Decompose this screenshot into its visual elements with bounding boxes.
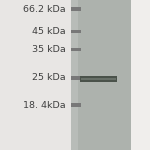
- Bar: [130, 0, 150, 150]
- Text: 25 kDa: 25 kDa: [32, 74, 66, 82]
- Text: 18. 4kDa: 18. 4kDa: [23, 100, 66, 109]
- Bar: [70, 30, 81, 33]
- Bar: [70, 7, 81, 11]
- Text: 35 kDa: 35 kDa: [32, 45, 66, 54]
- Bar: [70, 0, 130, 150]
- Bar: [81, 78, 116, 80]
- Text: 66.2 kDa: 66.2 kDa: [23, 4, 66, 14]
- Text: 45 kDa: 45 kDa: [32, 27, 66, 36]
- Bar: [78, 0, 130, 150]
- Bar: [70, 76, 81, 80]
- Bar: [70, 48, 81, 51]
- Bar: [70, 103, 81, 107]
- Bar: [80, 76, 117, 82]
- Bar: [0, 0, 70, 150]
